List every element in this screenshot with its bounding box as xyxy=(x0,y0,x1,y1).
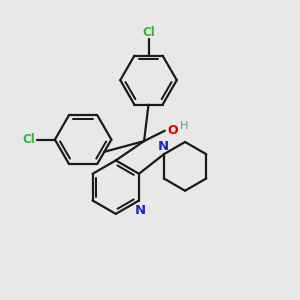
Text: N: N xyxy=(158,140,169,153)
Text: O: O xyxy=(167,124,178,137)
Text: Cl: Cl xyxy=(142,26,155,39)
Text: Cl: Cl xyxy=(23,133,36,146)
Text: N: N xyxy=(135,204,146,217)
Text: H: H xyxy=(180,121,188,131)
